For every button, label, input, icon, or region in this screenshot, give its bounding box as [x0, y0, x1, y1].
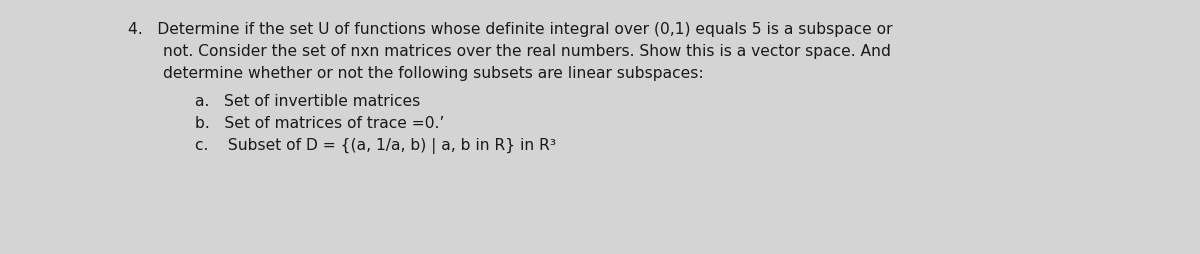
Text: not. Consider the set of nxn matrices over the real numbers. Show this is a vect: not. Consider the set of nxn matrices ov… — [163, 44, 890, 59]
Text: 4.   Determine if the set U of functions whose definite integral over (0,1) equa: 4. Determine if the set U of functions w… — [128, 22, 893, 37]
Text: c.    Subset of D = {(a, 1/a, b) | a, b in R} in R³: c. Subset of D = {(a, 1/a, b) | a, b in … — [194, 138, 556, 154]
Text: determine whether or not the following subsets are linear subspaces:: determine whether or not the following s… — [163, 66, 703, 81]
Text: a.   Set of invertible matrices: a. Set of invertible matrices — [194, 94, 420, 109]
Text: b.   Set of matrices of trace =0.’: b. Set of matrices of trace =0.’ — [194, 116, 444, 131]
